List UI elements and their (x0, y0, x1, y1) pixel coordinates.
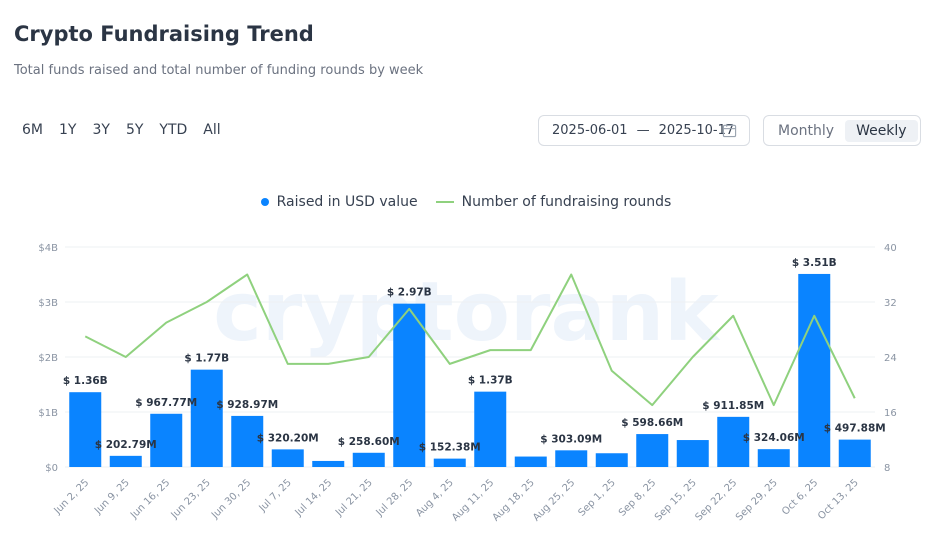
legend-label-raised: Raised in USD value (276, 194, 418, 210)
y-right-tick-label: 8 (884, 463, 890, 474)
page-subtitle: Total funds raised and total number of f… (14, 63, 424, 78)
bar (150, 413, 183, 467)
range-5y-button[interactable]: 5Y (125, 122, 144, 138)
period-toggle: Monthly Weekly (763, 115, 921, 146)
range-ytd-button[interactable]: YTD (159, 122, 188, 138)
y-left-tick-label: $4B (38, 243, 58, 254)
range-all-button[interactable]: All (203, 122, 221, 138)
x-tick-label: Jun 23, 25 (169, 477, 213, 521)
bar (555, 450, 588, 467)
bar-value-label: $ 1.77B (184, 353, 229, 365)
x-tick-label: Oct 6, 25 (780, 477, 820, 517)
range-3y-button[interactable]: 3Y (92, 122, 110, 138)
x-tick-label: Sep 22, 25 (694, 477, 740, 523)
date-separator: — (636, 123, 650, 138)
y-right-tick-label: 32 (884, 298, 897, 309)
bar (433, 458, 466, 467)
x-tick-label: Jun 9, 25 (92, 477, 132, 517)
y-left-tick-label: $3B (38, 298, 58, 309)
legend-dot-icon (260, 198, 269, 206)
bar (69, 392, 102, 467)
y-left-tick-label: $0 (45, 463, 58, 474)
bar (717, 416, 750, 467)
x-tick-label: Sep 15, 25 (653, 477, 699, 523)
chart-legend: Raised in USD value Number of fundraisin… (0, 194, 932, 210)
legend-line-icon (435, 201, 454, 203)
legend-item-rounds[interactable]: Number of fundraising rounds (435, 194, 672, 210)
bar (393, 303, 426, 467)
y-right-tick-label: 40 (884, 243, 897, 254)
x-tick-label: Jul 21, 25 (333, 477, 375, 519)
legend-label-rounds: Number of fundraising rounds (461, 194, 672, 210)
y-left-tick-label: $2B (38, 353, 58, 364)
bar (595, 453, 628, 467)
bar-value-label: $ 1.37B (468, 375, 513, 387)
bar (474, 391, 507, 467)
x-tick-label: Sep 29, 25 (734, 477, 780, 523)
x-tick-label: Aug 18, 25 (491, 477, 537, 523)
bar (676, 440, 709, 467)
x-tick-label: Jun 2, 25 (52, 477, 92, 517)
bar-value-label: $ 1.36B (63, 375, 108, 387)
bar-value-label: $ 320.20M (257, 432, 319, 444)
bar-value-label: $ 497.88M (824, 423, 886, 435)
x-tick-label: Jul 28, 25 (374, 477, 416, 519)
bar-value-label: $ 303.09M (540, 433, 602, 445)
calendar-icon[interactable] (722, 123, 737, 138)
x-tick-label: Jun 16, 25 (128, 477, 172, 521)
date-range-picker[interactable]: 2025-06-01 — 2025-10-17 (538, 115, 750, 146)
x-tick-label: Aug 11, 25 (450, 477, 496, 523)
x-tick-label: Aug 4, 25 (414, 477, 456, 519)
bar (798, 273, 831, 467)
date-end: 2025-10-17 (658, 123, 735, 138)
bar-value-label: $ 2.97B (387, 287, 432, 299)
bar (231, 415, 264, 467)
bar (838, 439, 871, 467)
y-left-tick-label: $1B (38, 408, 58, 419)
page-title: Crypto Fundraising Trend (14, 22, 314, 46)
bar (312, 460, 345, 467)
range-6m-button[interactable]: 6M (22, 122, 43, 138)
bar (109, 455, 142, 467)
legend-item-raised[interactable]: Raised in USD value (260, 194, 418, 210)
time-range-selector: 6M 1Y 3Y 5Y YTD All (14, 120, 229, 140)
bar (190, 369, 223, 467)
range-1y-button[interactable]: 1Y (59, 122, 77, 138)
period-monthly-button[interactable]: Monthly (778, 122, 835, 139)
bar (636, 434, 669, 467)
y-right-tick-label: 16 (884, 408, 897, 419)
x-tick-label: Jul 7, 25 (257, 477, 294, 514)
bar-value-label: $ 324.06M (743, 432, 805, 444)
bar (514, 456, 547, 467)
x-tick-label: Sep 1, 25 (577, 477, 618, 518)
bar-value-label: $ 928.97M (216, 399, 278, 411)
bar (352, 452, 385, 467)
bar-value-label: $ 967.77M (135, 397, 197, 409)
bar-value-label: $ 258.60M (338, 436, 400, 448)
x-tick-label: Sep 8, 25 (617, 477, 658, 518)
x-tick-label: Oct 13, 25 (816, 477, 861, 522)
date-start: 2025-06-01 (552, 123, 628, 138)
bar-value-label: $ 911.85M (702, 400, 764, 412)
x-tick-label: Jul 14, 25 (293, 477, 335, 519)
bar (757, 449, 790, 467)
bar-value-label: $ 202.79M (95, 439, 157, 451)
y-right-tick-label: 24 (884, 353, 897, 364)
bar (271, 449, 304, 467)
bar-value-label: $ 152.38M (419, 442, 481, 454)
rounds-line (84, 273, 856, 407)
period-weekly-button[interactable]: Weekly (845, 119, 918, 142)
watermark-text: cryptorank (213, 265, 721, 360)
bar-value-label: $ 598.66M (621, 417, 683, 429)
bar-value-label: $ 3.51B (792, 257, 837, 269)
x-tick-label: Jun 30, 25 (209, 477, 253, 521)
x-tick-label: Aug 25, 25 (531, 477, 577, 523)
